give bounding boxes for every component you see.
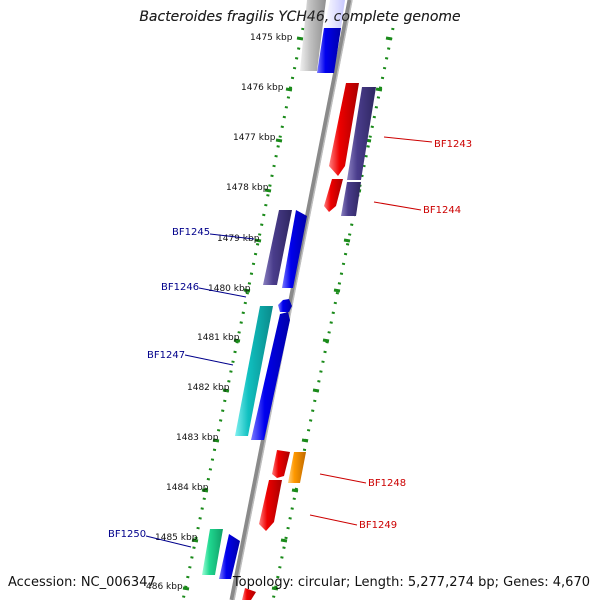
gene-lavender-top[interactable] xyxy=(324,0,345,28)
gene-bf1250-mint[interactable] xyxy=(202,529,223,575)
tick-label: 1475 kbp xyxy=(250,33,293,43)
genome-summary-text: Topology: circular; Length: 5,277,274 bp… xyxy=(232,575,590,590)
tick-label: 1479 kbp xyxy=(217,234,260,244)
leader-bf1243 xyxy=(383,136,433,143)
gene-label-bf1244: BF1244 xyxy=(423,205,461,216)
tick-label: 1485 kbp xyxy=(155,533,198,543)
tick-label: 1481 kbp xyxy=(197,333,240,343)
gene-bf1250-blue[interactable] xyxy=(219,534,240,579)
leader-bf1246 xyxy=(198,287,247,298)
gene-label-bf1249: BF1249 xyxy=(359,520,397,531)
tick-label: 1478 kbp xyxy=(226,183,269,193)
gene-bf1245-blue[interactable] xyxy=(282,210,307,288)
tick-label: 1483 kbp xyxy=(176,433,219,443)
map-title: Bacteroides fragilis YCH46, complete gen… xyxy=(139,9,461,25)
left-tick-marks xyxy=(182,36,304,591)
accession-text: Accession: NC_006347 xyxy=(8,575,156,590)
leader-bf1244 xyxy=(373,201,422,211)
gene-label-bf1246: BF1246 xyxy=(161,282,199,293)
tick-label: 1482 kbp xyxy=(187,383,230,393)
tick-label: 1477 kbp xyxy=(233,133,276,143)
map-title: Bacteroides fragilis YCH46, complete gen… xyxy=(139,9,461,25)
right-tick-marks xyxy=(271,36,393,591)
leader-bf1249 xyxy=(309,514,358,526)
gene-gray-top[interactable] xyxy=(300,0,326,71)
leader-bf1245 xyxy=(209,233,255,240)
gene-bf1245-purple[interactable] xyxy=(263,210,292,285)
leader-bf1250 xyxy=(145,535,192,548)
leader-bf1247 xyxy=(184,354,234,366)
tick-label: 486 kbp xyxy=(146,582,183,592)
tick-label: 1480 kbp xyxy=(208,284,251,294)
gene-label-bf1250: BF1250 xyxy=(108,529,146,540)
gene-red-bottom[interactable] xyxy=(242,588,256,600)
leader-bf1248 xyxy=(319,473,367,484)
gene-bf1246[interactable] xyxy=(278,299,292,312)
gene-bf1249[interactable] xyxy=(259,480,282,531)
genome-backbone xyxy=(229,0,353,600)
gene-bf1244-a[interactable] xyxy=(347,87,376,180)
tick-label: 1476 kbp xyxy=(241,83,284,93)
gene-label-bf1243: BF1243 xyxy=(434,139,472,150)
gene-bf1243[interactable] xyxy=(329,83,359,176)
gene-label-bf1248: BF1248 xyxy=(368,478,406,489)
gene-red-small[interactable] xyxy=(324,179,343,212)
gene-bf1244-b[interactable] xyxy=(341,182,361,216)
gene-blue-top[interactable] xyxy=(317,28,341,73)
gene-label-bf1245: BF1245 xyxy=(172,227,210,238)
gene-bf1247-blue[interactable] xyxy=(251,312,290,440)
gene-red-mid[interactable] xyxy=(272,450,290,478)
gene-bf1247-cyan[interactable] xyxy=(235,306,273,436)
tick-label: 1484 kbp xyxy=(166,483,209,493)
gene-label-bf1247: BF1247 xyxy=(147,350,185,361)
gene-bf1248[interactable] xyxy=(288,452,306,483)
